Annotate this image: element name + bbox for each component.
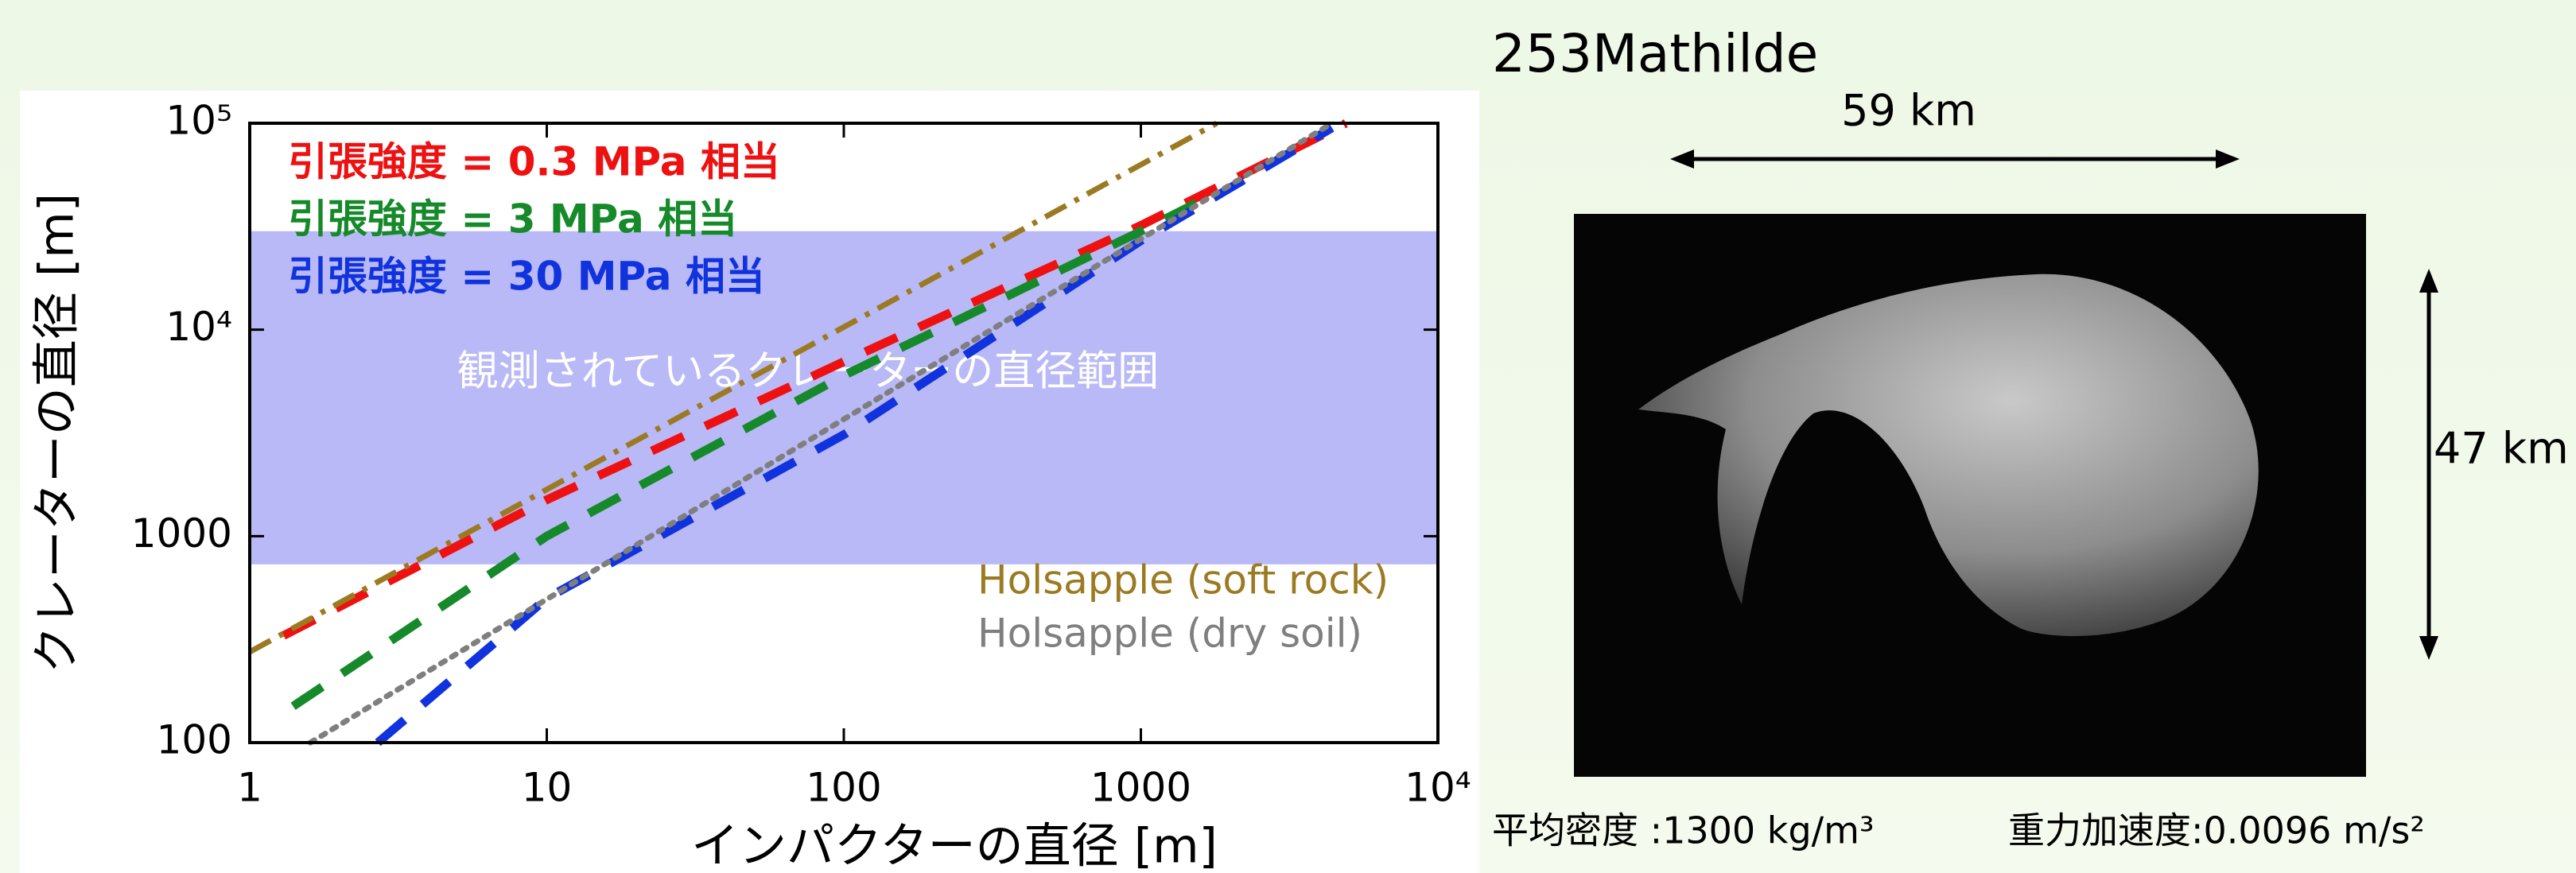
series-line: [290, 188, 1219, 710]
legend-entry: Holsapple (soft rock): [977, 557, 1389, 603]
x-tick-label: 1000: [1090, 765, 1191, 811]
x-tick-label: 1: [237, 765, 262, 811]
height-arrow: [2419, 269, 2438, 660]
x-tick-label: 100: [806, 765, 881, 811]
legend-entry: 引張強度 = 0.3 MPa 相当: [288, 139, 780, 185]
width-arrow: [1670, 149, 2240, 169]
y-tick-label: 10⁵: [165, 98, 232, 144]
series-line: [307, 120, 1335, 746]
x-axis-label: インパクターの直径 [m]: [691, 819, 1218, 873]
legend-entry: 引張強度 = 3 MPa 相当: [288, 196, 737, 242]
y-tick-label: 100: [157, 717, 232, 763]
asteroid: [1638, 274, 2259, 636]
series-line: [248, 120, 1218, 654]
x-tick-label: 10⁴: [1405, 765, 1471, 811]
image-title: 253Mathilde: [1492, 23, 1818, 84]
observed-range-band: [250, 231, 1438, 565]
height-label: 47 km: [2434, 424, 2569, 474]
series-line: [282, 119, 1348, 640]
x-tick-label: 10: [522, 765, 573, 811]
y-tick-label: 10⁴: [165, 304, 232, 350]
footer-density: 平均密度 :1300 kg/m³: [1492, 809, 1874, 852]
legend-entry: 引張強度 = 30 MPa 相当: [288, 254, 765, 300]
series-line: [375, 124, 1335, 747]
y-axis-label: クレーターの直径 [m]: [29, 193, 85, 673]
band-label: 観測されているクレーターの直径範囲: [457, 347, 1159, 395]
footer-gravity: 重力加速度:0.0096 m/s²: [2008, 809, 2425, 852]
width-label: 59 km: [1841, 86, 1976, 136]
legend-entry: Holsapple (dry soil): [977, 611, 1362, 657]
y-tick-label: 1000: [131, 510, 232, 557]
